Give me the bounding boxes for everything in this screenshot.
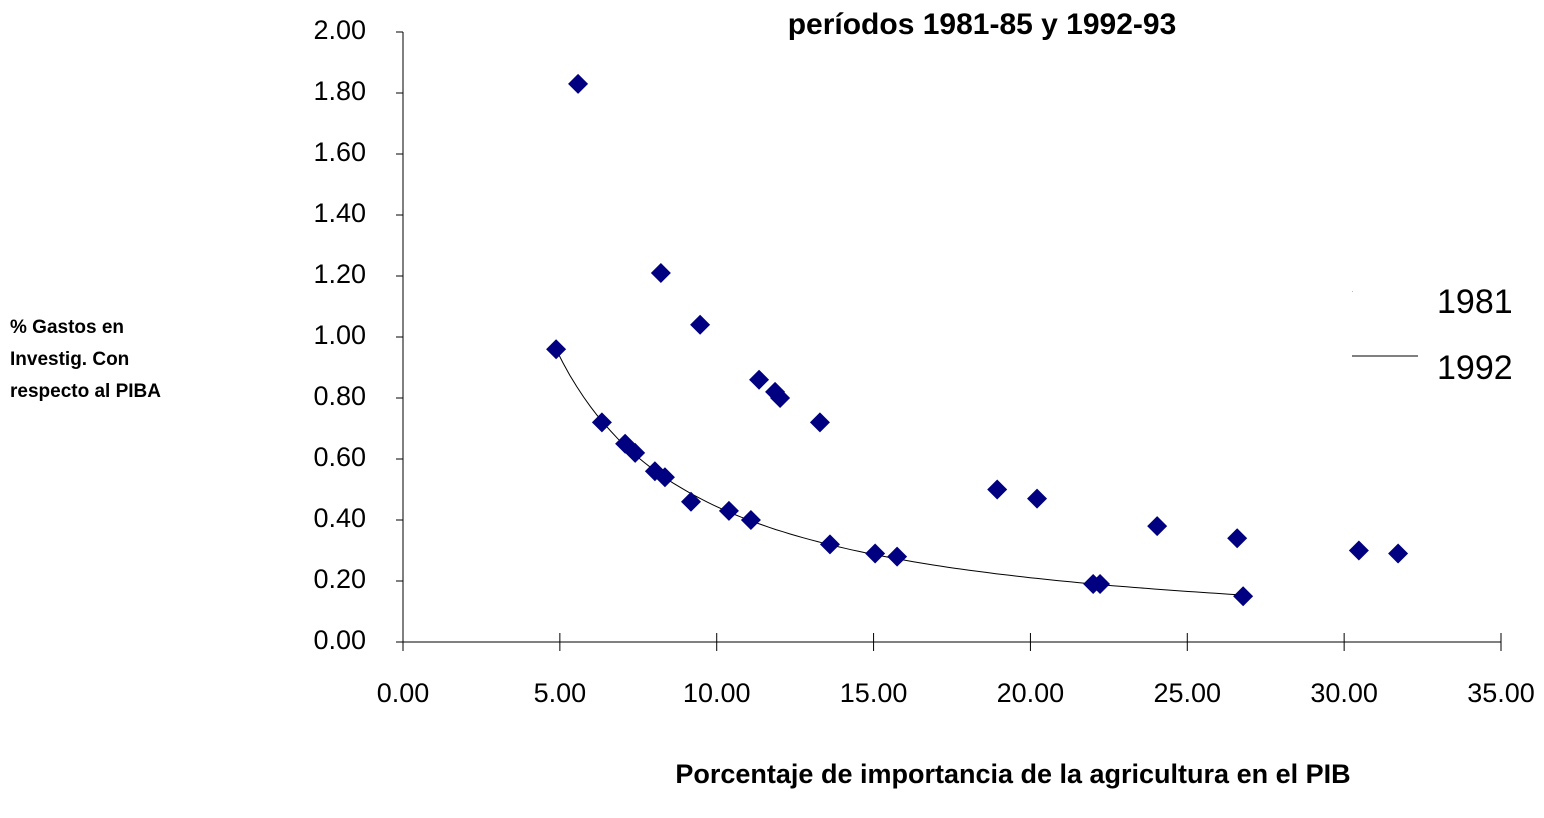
legend-label: 1981	[1437, 283, 1513, 321]
y-axis-label: % Gastos en	[10, 317, 124, 338]
point	[546, 339, 567, 360]
point	[1348, 540, 1369, 561]
x-tick-label: 30.00	[1310, 678, 1378, 708]
y-tick-label: 1.60	[313, 137, 366, 167]
point	[740, 510, 761, 530]
point	[718, 500, 739, 521]
x-axis-label: Porcentaje de importancia de la agricult…	[675, 759, 1350, 789]
y-axis-label: respecto al PIBA	[10, 381, 161, 402]
y-tick-label: 0.40	[313, 503, 366, 533]
x-tick-label: 5.00	[534, 678, 587, 708]
y-tick-label: 1.20	[313, 259, 366, 289]
y-tick-label: 2.00	[313, 15, 366, 45]
y-tick-label: 0.00	[313, 625, 366, 655]
point	[887, 546, 908, 567]
point	[568, 73, 589, 94]
point	[650, 262, 671, 283]
x-tick-label: 25.00	[1153, 678, 1221, 708]
point	[987, 479, 1008, 500]
point	[625, 442, 646, 463]
point	[1147, 516, 1168, 537]
point	[690, 314, 711, 335]
point	[680, 491, 701, 512]
x-tick-label: 15.00	[840, 678, 908, 708]
x-tick-label: 0.00	[377, 678, 430, 708]
point	[819, 534, 840, 555]
point	[865, 543, 886, 564]
point	[1027, 488, 1048, 509]
point	[654, 467, 675, 488]
y-tick-label: 0.20	[313, 564, 366, 594]
legend-label: 1992	[1437, 349, 1513, 387]
point	[809, 412, 830, 433]
point	[1388, 543, 1409, 564]
x-tick-label: 10.00	[683, 678, 751, 708]
point	[1090, 574, 1111, 595]
y-axis-label: Investig. Con	[10, 349, 129, 370]
point	[1233, 586, 1254, 607]
point	[591, 412, 612, 433]
y-tick-label: 0.80	[313, 381, 366, 411]
point	[770, 388, 791, 408]
y-tick-label: 1.00	[313, 320, 366, 350]
y-tick-label: 1.40	[313, 198, 366, 228]
legend-marker	[1352, 291, 1353, 292]
y-tick-label: 0.60	[313, 442, 366, 472]
point	[1227, 528, 1248, 549]
x-tick-label: 20.00	[997, 678, 1065, 708]
x-tick-label: 35.00	[1467, 678, 1535, 708]
point	[749, 369, 770, 390]
chart-title: períodos 1981-85 y 1992-93	[788, 8, 1177, 41]
y-tick-label: 1.80	[313, 76, 366, 106]
